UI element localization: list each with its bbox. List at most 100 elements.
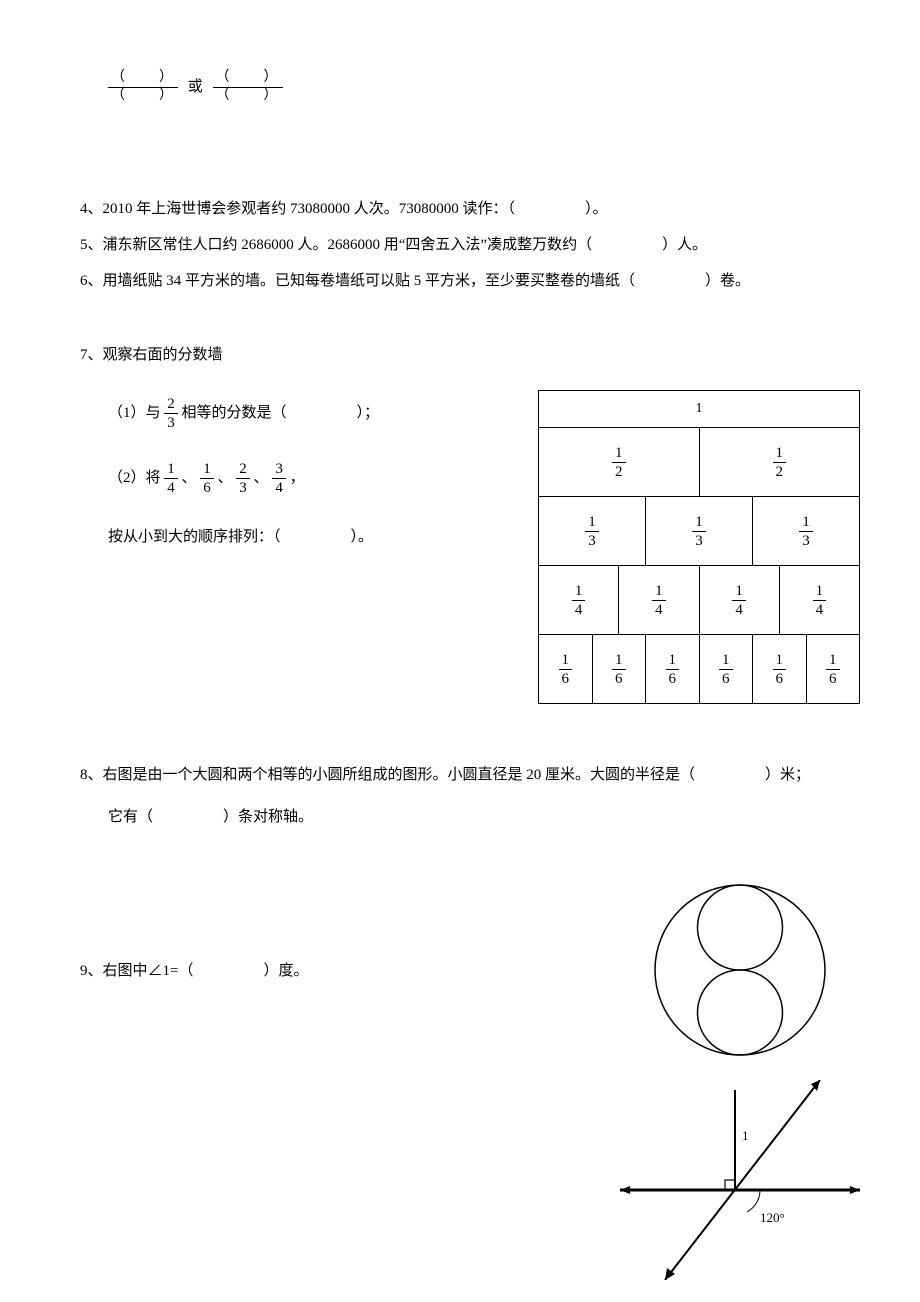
wall-cell-1-3c: 13 — [752, 497, 859, 565]
w2d2: 2 — [773, 463, 787, 481]
wall-cell-1-4a: 14 — [539, 566, 618, 634]
sep2: 、 — [218, 470, 233, 486]
wall-cell-1-6d: 16 — [699, 635, 753, 703]
wall-row-3: 13 13 13 — [539, 496, 859, 565]
q5-text-b: ）人。 — [662, 237, 707, 253]
question-6: 6、用墙纸贴 34 平方米的墙。已知每卷墙纸可以贴 5 平方米，至少要买整卷的墙… — [80, 269, 840, 293]
q8-text-a: 右图是由一个大圆和两个相等的小圆所组成的图形。小圆直径是 20 厘米。大圆的半径… — [103, 767, 696, 783]
q7-frac-2-3: 2 3 — [164, 395, 178, 432]
w3n: 1 — [585, 513, 599, 532]
w6n5: 1 — [773, 651, 787, 670]
paren-frac-2-den: （ ） — [213, 88, 283, 105]
w6d6: 6 — [826, 670, 840, 688]
q6-text-a: 用墙纸贴 34 平方米的墙。已知每卷墙纸可以贴 5 平方米，至少要买整卷的墙纸（ — [103, 273, 636, 289]
wall-cell-1: 1 — [539, 391, 859, 427]
w4n2: 1 — [652, 582, 666, 601]
w6n3: 1 — [666, 651, 680, 670]
wall-row-2: 12 12 — [539, 427, 859, 496]
q4-text-a: 2010 年上海世博会参观者约 73080000 人次。73080000 读作：… — [103, 201, 516, 217]
q7-p2-c: ）。 — [351, 529, 374, 545]
q7-label: 7、 — [80, 347, 103, 363]
angle-120-label: 120° — [760, 1210, 785, 1225]
q8-text-b: ）米； — [765, 767, 810, 783]
comma: ， — [290, 470, 305, 486]
w2n: 1 — [612, 444, 626, 463]
q7-title: 观察右面的分数墙 — [103, 347, 223, 363]
w6n6: 1 — [826, 651, 840, 670]
w6d3: 6 — [666, 670, 680, 688]
q9-text-a: 右图中∠1=（ — [103, 963, 194, 979]
q4-label: 4、 — [80, 201, 103, 217]
wall-row-4: 14 14 14 14 — [539, 565, 859, 634]
wall-1-label: 1 — [696, 398, 703, 420]
w4n4: 1 — [813, 582, 827, 601]
w4n: 1 — [572, 582, 586, 601]
wall-cell-1-4c: 14 — [699, 566, 779, 634]
wall-cell-1-2b: 12 — [699, 428, 860, 496]
q7-p2-b: 按从小到大的顺序排列：（ — [108, 529, 281, 545]
q9-label: 9、 — [80, 963, 103, 979]
q7-frac1-num: 2 — [164, 395, 178, 414]
q8-label: 8、 — [80, 767, 103, 783]
or-text: 或 — [188, 79, 203, 95]
sep3: 、 — [254, 470, 269, 486]
f2d-num: 3 — [272, 460, 286, 479]
wall-cell-1-3b: 13 — [645, 497, 752, 565]
wall-cell-1-3a: 13 — [539, 497, 645, 565]
q4-text-b: ）。 — [585, 201, 608, 217]
w6d2: 6 — [612, 670, 626, 688]
q6-text-b: ）卷。 — [705, 273, 750, 289]
wall-row-1: 1 — [539, 391, 859, 427]
w6d: 6 — [559, 670, 573, 688]
w6n: 1 — [559, 651, 573, 670]
q7-frac-2-3b: 23 — [236, 460, 250, 497]
f2b-den: 6 — [200, 479, 214, 497]
w3d: 3 — [585, 532, 599, 550]
q7-p1-c: ）； — [357, 405, 380, 421]
angle-svg: 1 120° — [620, 1080, 860, 1280]
w3n3: 1 — [799, 513, 813, 532]
question-4: 4、2010 年上海世博会参观者约 73080000 人次。73080000 读… — [80, 197, 840, 221]
f2c-den: 3 — [236, 479, 250, 497]
question-5: 5、浦东新区常住人口约 2686000 人。2686000 用“四舍五入法”凑成… — [80, 233, 840, 257]
w3n2: 1 — [692, 513, 706, 532]
wall-cell-1-6a: 16 — [539, 635, 592, 703]
f2a-num: 1 — [164, 460, 178, 479]
w4d2: 4 — [652, 601, 666, 619]
w6d5: 6 — [773, 670, 787, 688]
paren-frac-1-den: （ ） — [108, 88, 178, 105]
q7-frac-1-4: 14 — [164, 460, 178, 497]
fraction-wall: 1 12 12 13 13 13 14 14 14 14 16 16 16 16… — [538, 390, 860, 704]
w3d3: 3 — [799, 532, 813, 550]
q7-p2-a: （2）将 — [108, 470, 161, 486]
q7-p1-b: 相等的分数是（ — [182, 405, 287, 421]
f2d-den: 4 — [272, 479, 286, 497]
q8-text-d: ）条对称轴。 — [223, 809, 313, 825]
q7-frac-1-6: 16 — [200, 460, 214, 497]
angle-1-label: 1 — [742, 1128, 749, 1143]
w2d: 2 — [612, 463, 626, 481]
question-8: 8、右图是由一个大圆和两个相等的小圆所组成的图形。小圆直径是 20 厘米。大圆的… — [80, 763, 840, 787]
q7-p1-a: （1）与 — [108, 405, 161, 421]
q8-text-c: 它有（ — [108, 809, 153, 825]
q7-frac1-den: 3 — [164, 414, 178, 432]
wall-row-6: 16 16 16 16 16 16 — [539, 634, 859, 703]
w4n3: 1 — [732, 582, 746, 601]
wall-cell-1-4d: 14 — [779, 566, 859, 634]
question-8-line2: 它有（ ）条对称轴。 — [108, 805, 840, 829]
top-paren-fractions: （ ） （ ） 或 （ ） （ ） — [108, 70, 840, 105]
w4d: 4 — [572, 601, 586, 619]
wall-cell-1-4b: 14 — [618, 566, 698, 634]
wall-cell-1-6c: 16 — [645, 635, 699, 703]
q7-frac-3-4: 34 — [272, 460, 286, 497]
f2a-den: 4 — [164, 479, 178, 497]
w6n2: 1 — [612, 651, 626, 670]
w2n2: 1 — [773, 444, 787, 463]
paren-frac-1: （ ） （ ） — [108, 70, 178, 105]
q5-label: 5、 — [80, 237, 103, 253]
w3d2: 3 — [692, 532, 706, 550]
angle-figure: 1 120° — [620, 1080, 860, 1288]
f2c-num: 2 — [236, 460, 250, 479]
wall-cell-1-6f: 16 — [806, 635, 860, 703]
circles-svg — [650, 880, 830, 1060]
